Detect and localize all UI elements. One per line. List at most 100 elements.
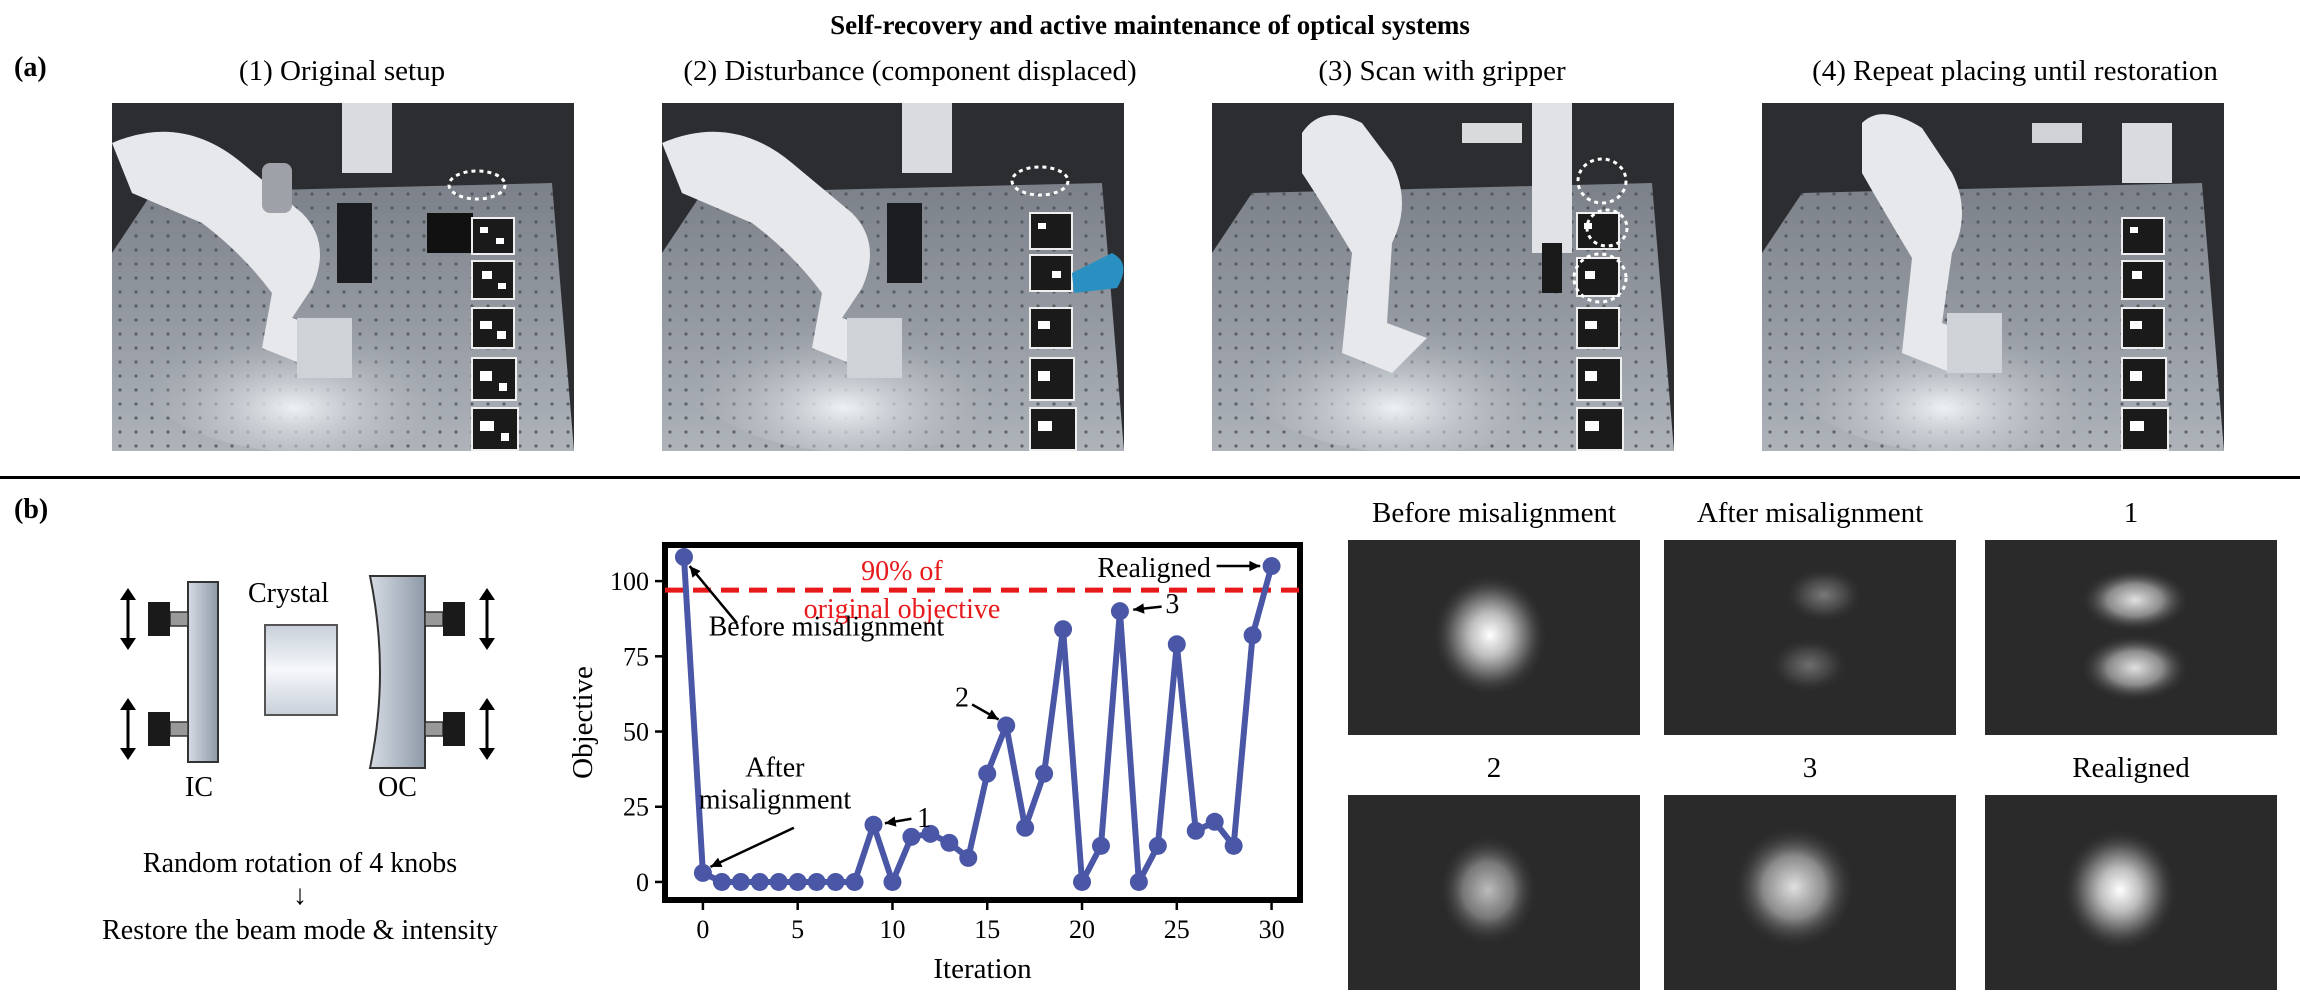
oc-mirror (368, 575, 426, 769)
annotation-3: 3 (1165, 589, 1179, 620)
data-point (902, 827, 921, 846)
y-axis-label: Objective (567, 666, 599, 779)
y-tick-label: 75 (623, 642, 649, 671)
data-point (1073, 872, 1092, 891)
step-4-caption: (4) Repeat placing until restoration (1812, 55, 2218, 87)
step-1-photo (112, 103, 574, 451)
beam-image-before (1348, 540, 1640, 735)
oc-mount-bottom (424, 698, 495, 760)
data-point (1016, 818, 1035, 837)
annotation-2-arrow-head (986, 709, 999, 720)
data-point (1091, 836, 1110, 855)
diagram-caption-line2: Restore the beam mode & intensity (102, 915, 498, 946)
annotation-before-arrow-line (688, 565, 738, 625)
y-tick-label: 0 (636, 868, 649, 897)
data-point (712, 872, 731, 891)
beam-image-3 (1664, 795, 1956, 990)
y-tick-label: 25 (623, 793, 649, 822)
data-point (1167, 635, 1186, 654)
data-point (750, 872, 769, 891)
annotation-1: 1 (917, 803, 931, 834)
annotation-after-arrow-head (710, 857, 723, 868)
x-tick-label: 20 (1069, 915, 1095, 944)
data-point (674, 548, 693, 567)
threshold-label-line2: original objective (804, 594, 1001, 625)
cavity-diagram (120, 575, 495, 769)
annotation-realigned: Realigned (1097, 553, 1211, 584)
data-point (921, 824, 940, 843)
step-3-caption: (3) Scan with gripper (1318, 55, 1566, 87)
figure-title: Self-recovery and active maintenance of … (830, 10, 1470, 40)
panel-a-label: (a) (14, 52, 47, 83)
data-point (731, 872, 750, 891)
ic-mirror (187, 581, 219, 763)
data-point (1262, 557, 1281, 576)
data-point (826, 872, 845, 891)
data-point (1110, 602, 1129, 621)
data-point (1148, 836, 1167, 855)
annotation-1-arrow-head (884, 816, 897, 827)
annotation-after-line2: misalignment (699, 785, 852, 816)
threshold-label-line1: 90% of (861, 556, 943, 587)
beam-caption-before: Before misalignment (1371, 497, 1617, 529)
beam-caption-3: 3 (1802, 752, 1818, 784)
crystal (264, 624, 338, 716)
oc-label: OC (378, 772, 417, 803)
beam-image-2 (1348, 795, 1640, 990)
diagram-caption-arrow: ↓ (293, 880, 307, 911)
annotation-before: Before misalignment (709, 611, 945, 642)
ic-mount-bottom (120, 698, 189, 760)
annotation-after-arrow-line (709, 826, 795, 869)
data-point (1224, 836, 1243, 855)
beam-caption-2: 2 (1486, 752, 1502, 784)
step-2-caption: (2) Disturbance (component displaced) (683, 55, 1137, 87)
data-point (845, 872, 864, 891)
beam-caption-realigned: Realigned (2072, 752, 2190, 784)
data-point (807, 872, 826, 891)
y-tick-label: 100 (610, 567, 649, 596)
chart-frame (662, 542, 1303, 903)
data-point (959, 848, 978, 867)
beam-image-after (1664, 540, 1956, 735)
annotation-2: 2 (955, 682, 969, 713)
annotation-after-line1: After (745, 753, 805, 784)
objective-chart: 90% of original objective 0 5 10 15 20 25 30 0 25 5… (567, 542, 1303, 985)
data-point (940, 833, 959, 852)
oc-mount-top (424, 588, 495, 650)
annotation-before-arrow-head (689, 566, 701, 578)
y-tick-label: 50 (623, 718, 649, 747)
beam-caption-after: After misalignment (1696, 497, 1924, 529)
data-point (1205, 812, 1224, 831)
data-point (1129, 872, 1148, 891)
ic-label: IC (185, 772, 213, 803)
ic-mount-top (120, 588, 189, 650)
data-point (883, 872, 902, 891)
data-point (978, 764, 997, 783)
data-point (1054, 620, 1073, 639)
data-point (693, 863, 712, 882)
data-point (997, 716, 1016, 735)
data-point (1186, 821, 1205, 840)
x-tick-label: 5 (791, 915, 804, 944)
data-point (1035, 764, 1054, 783)
section-divider (0, 476, 2300, 479)
step-4-photo (1762, 103, 2224, 451)
x-tick-label: 25 (1164, 915, 1190, 944)
diagram-caption-line1: Random rotation of 4 knobs (142, 848, 458, 879)
x-tick-label: 15 (974, 915, 1000, 944)
panel-b-label: (b) (14, 494, 49, 525)
annotation-realigned-arrow-head (1249, 560, 1261, 572)
x-tick-label: 30 (1259, 915, 1285, 944)
data-point (769, 872, 788, 891)
x-tick-label: 10 (879, 915, 905, 944)
data-point (864, 815, 883, 834)
beam-image-1 (1985, 540, 2277, 735)
beam-image-realigned (1985, 795, 2277, 990)
step-2-photo (662, 103, 1124, 451)
annotation-3-arrow-head (1133, 603, 1145, 614)
step-3-photo (1212, 103, 1674, 451)
x-axis-label: Iteration (933, 953, 1032, 985)
beam-caption-1: 1 (2123, 497, 2139, 529)
x-tick-label: 0 (696, 915, 709, 944)
data-point (1243, 626, 1262, 645)
